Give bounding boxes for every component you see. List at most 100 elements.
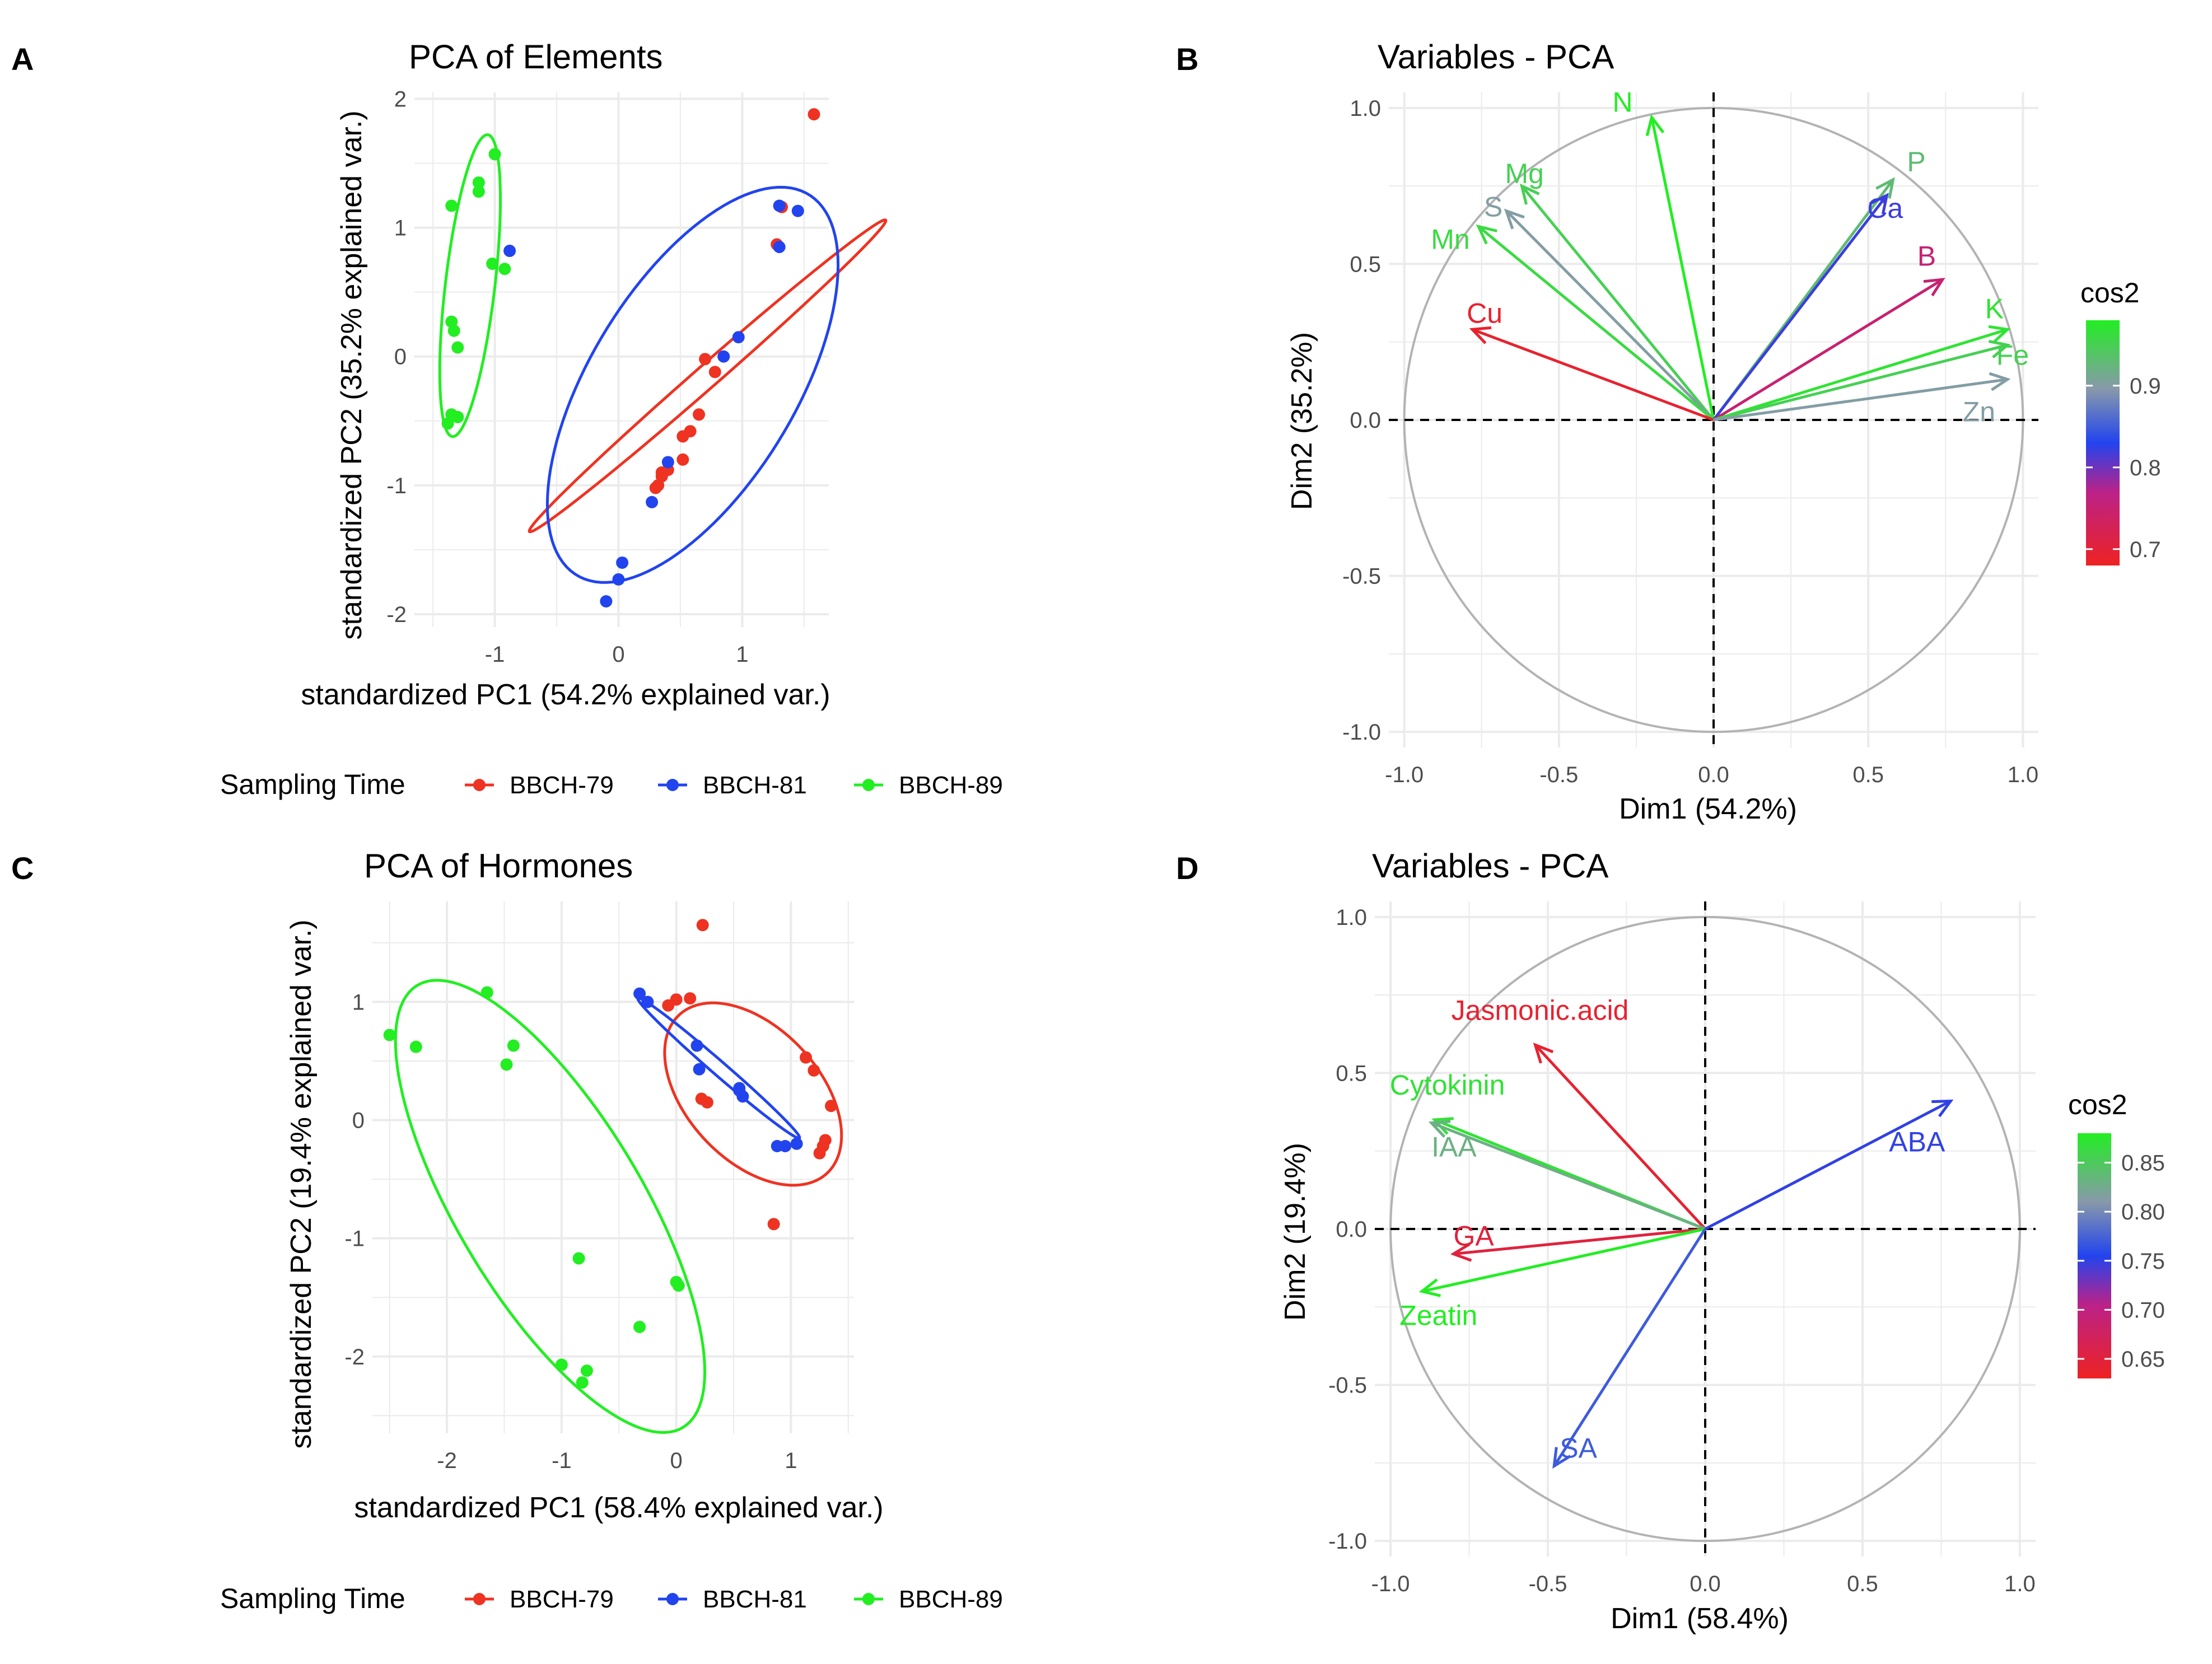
panel-d-plot: -1.0 -0.5 0.0 0.5 1.0 -1.0 -0.5 0.0 0.5 1.0 Jasmon… xyxy=(1328,901,2036,1596)
x-tick-label: 0.0 xyxy=(1698,763,1729,787)
vector-line-b xyxy=(1712,278,1944,422)
vector-label-mn: Mn xyxy=(1431,224,1469,255)
point-bbch-89 xyxy=(576,1376,589,1389)
x-tick-label: 1 xyxy=(785,1448,797,1473)
vector-ga: GA xyxy=(1450,1221,1706,1262)
panel-b-title: Variables - PCA xyxy=(1378,38,1614,76)
point-bbch-79 xyxy=(670,993,683,1006)
x-tick-label: 0.5 xyxy=(1852,763,1884,787)
legend-label-bbch-79: BBCH-79 xyxy=(510,772,614,799)
ellipse-bbch-89 xyxy=(394,979,707,1434)
vector-arrowhead-b xyxy=(1923,278,1945,297)
vector-arrowhead-k xyxy=(1988,325,2011,344)
series-bbch-81 xyxy=(633,987,803,1152)
point-bbch-79 xyxy=(655,470,668,483)
y-tick-label: -0.5 xyxy=(1328,1373,1367,1398)
colorbar-tick-label: 0.7 xyxy=(2130,537,2161,562)
point-bbch-81 xyxy=(693,1063,706,1076)
point-bbch-81 xyxy=(600,595,613,607)
colorbar-tick-label: 0.8 xyxy=(2130,456,2161,480)
x-tick-label: 0.5 xyxy=(1847,1572,1878,1596)
vector-line-cu xyxy=(1472,328,1714,422)
vector-label-fe: Fe xyxy=(1996,339,2029,371)
vector-line-jasmonic-acid xyxy=(1534,1044,1706,1230)
point-bbch-89 xyxy=(451,341,464,354)
point-bbch-89 xyxy=(500,1058,513,1071)
vector-label-sa: SA xyxy=(1560,1432,1597,1464)
panel-letter-a: A xyxy=(11,41,34,77)
colorbar-tick-label: 0.80 xyxy=(2121,1200,2165,1224)
point-bbch-89 xyxy=(507,1039,520,1052)
panel-d-title: Variables - PCA xyxy=(1372,847,1608,885)
y-tick-label: 0.5 xyxy=(1336,1061,1367,1086)
legend-a-title: Sampling Time xyxy=(220,769,405,800)
legend-marker-bbch-79 xyxy=(473,1593,486,1605)
panel-d-ylabel: Dim2 (19.4%) xyxy=(1279,1143,1312,1321)
point-bbch-81 xyxy=(732,331,745,344)
vector-arrowhead-ca xyxy=(1869,193,1889,214)
point-bbch-89 xyxy=(409,1040,422,1053)
vector-line-aba xyxy=(1704,1100,1952,1231)
panel-c-title: PCA of Hormones xyxy=(364,847,633,885)
vector-label-b: B xyxy=(1917,240,1936,272)
point-bbch-81 xyxy=(503,245,516,258)
point-bbch-89 xyxy=(472,185,485,198)
colorbar-gradient xyxy=(2078,1133,2111,1378)
y-tick-label: 1 xyxy=(394,216,407,241)
y-tick-label: 0 xyxy=(394,345,407,370)
point-bbch-79 xyxy=(696,919,709,932)
legend-marker-bbch-89 xyxy=(862,779,875,791)
vector-label-zeatin: Zeatin xyxy=(1399,1300,1477,1331)
legend-c-title: Sampling Time xyxy=(220,1583,405,1614)
legend-label-bbch-89: BBCH-89 xyxy=(899,772,1003,799)
legend-entry-bbch-89: BBCH-89 xyxy=(854,772,1003,799)
colorbar-tick-label: 0.75 xyxy=(2121,1249,2165,1274)
vector-label-jasmonic-acid: Jasmonic.acid xyxy=(1452,994,1629,1026)
vector-iaa: IAA xyxy=(1428,1120,1706,1231)
vector-n: N xyxy=(1613,87,1715,420)
x-tick-label: 1 xyxy=(736,642,748,667)
point-bbch-79 xyxy=(676,430,689,443)
legend-entry-bbch-79: BBCH-79 xyxy=(465,772,614,799)
legend-marker-bbch-89 xyxy=(862,1593,875,1605)
point-bbch-81 xyxy=(791,204,804,217)
panel-c-xlabel: standardized PC1 (58.4% explained var.) xyxy=(354,1492,883,1524)
x-tick-label: 0 xyxy=(612,642,624,667)
vector-label-ca: Ca xyxy=(1867,193,1903,224)
colorbar-tick-label: 0.85 xyxy=(2121,1151,2165,1176)
series-bbch-81 xyxy=(503,185,840,607)
series-bbch-89 xyxy=(383,979,707,1434)
x-tick-label: 0 xyxy=(670,1448,682,1473)
point-bbch-81 xyxy=(717,350,730,363)
panel-c-ylabel: standardized PC2 (19.4% explained var.) xyxy=(285,919,318,1448)
y-tick-label: -1 xyxy=(386,474,407,498)
vector-b: B xyxy=(1712,240,1945,422)
vector-label-cu: Cu xyxy=(1467,297,1502,329)
point-bbch-89 xyxy=(447,324,460,337)
y-tick-label: 1 xyxy=(352,990,365,1015)
x-tick-label: 1.0 xyxy=(2008,763,2039,787)
y-tick-label: -1 xyxy=(344,1227,365,1251)
point-bbch-89 xyxy=(441,417,454,430)
x-tick-label: -0.5 xyxy=(1539,763,1578,787)
vector-k: K xyxy=(1713,293,2011,422)
vector-s: S xyxy=(1484,191,1715,421)
point-bbch-81 xyxy=(612,573,625,586)
vector-arrowhead-zn xyxy=(1989,372,2011,391)
vector-line-k xyxy=(1713,328,2008,422)
vector-arrowhead-jasmonic-acid xyxy=(1533,1043,1554,1064)
legend-b-title: cos2 xyxy=(2080,277,2140,309)
series-bbch-79 xyxy=(528,108,888,534)
panel-a-ylabel: standardized PC2 (35.2% explained var.) xyxy=(335,110,368,639)
panel-letter-b: B xyxy=(1176,41,1198,77)
vector-line-mn xyxy=(1477,225,1715,421)
legend-entry-bbch-79: BBCH-79 xyxy=(465,1586,614,1613)
vector-label-s: S xyxy=(1484,191,1502,223)
ellipse-bbch-79 xyxy=(663,1001,843,1187)
vector-label-iaa: IAA xyxy=(1431,1132,1477,1163)
point-bbch-79 xyxy=(808,108,820,121)
vector-label-k: K xyxy=(1985,293,2004,324)
vector-arrowhead-s xyxy=(1504,208,1525,230)
vector-label-aba: ABA xyxy=(1889,1127,1945,1158)
point-bbch-89 xyxy=(488,148,501,161)
